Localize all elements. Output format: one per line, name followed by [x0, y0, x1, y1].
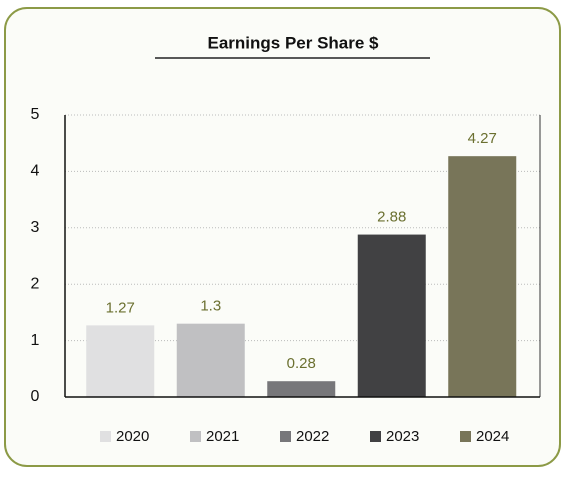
- bar: [267, 381, 336, 397]
- data-label: 2.88: [377, 209, 406, 226]
- bar: [176, 323, 245, 397]
- data-label: 1.27: [106, 299, 135, 316]
- bar: [448, 156, 517, 397]
- legend-swatch: [190, 431, 201, 442]
- y-tick-label: 5: [31, 106, 40, 123]
- data-label: 0.28: [287, 355, 316, 372]
- y-tick-label: 3: [31, 219, 40, 236]
- bar: [357, 234, 426, 397]
- legend-swatch: [100, 431, 111, 442]
- y-tick-label: 1: [31, 332, 40, 349]
- legend-label: 2022: [296, 428, 329, 445]
- y-tick-label: 0: [31, 388, 40, 405]
- chart-title: Earnings Per Share $: [207, 33, 379, 52]
- data-label: 1.3: [200, 298, 221, 315]
- legend-label: 2021: [206, 428, 239, 445]
- legend-label: 2024: [476, 428, 509, 445]
- bar: [86, 325, 155, 397]
- legend-label: 2020: [116, 428, 149, 445]
- legend-label: 2023: [386, 428, 419, 445]
- legend-swatch: [280, 431, 291, 442]
- data-label: 4.27: [468, 130, 497, 147]
- y-tick-label: 4: [31, 163, 40, 180]
- legend-swatch: [460, 431, 471, 442]
- legend-swatch: [370, 431, 381, 442]
- y-tick-label: 2: [31, 275, 40, 292]
